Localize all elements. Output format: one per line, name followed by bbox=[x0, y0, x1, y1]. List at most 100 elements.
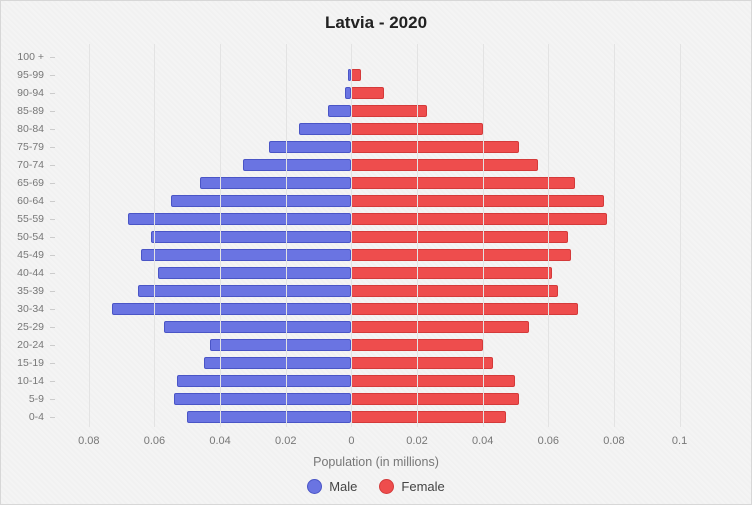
y-tick-label: 35-39 bbox=[17, 285, 44, 297]
age-row: 75-79 bbox=[56, 138, 696, 156]
x-tick-label: 0 bbox=[348, 435, 354, 447]
y-tick-label: 85-89 bbox=[17, 105, 44, 117]
male-bar bbox=[210, 339, 351, 351]
y-tick-label: 100 + bbox=[17, 51, 44, 63]
gridline bbox=[220, 44, 221, 427]
female-bar bbox=[351, 159, 538, 171]
chart-container: Latvia - 2020 100 +95-9990-9485-8980-847… bbox=[0, 0, 752, 505]
y-tick bbox=[50, 309, 55, 310]
age-row: 80-84 bbox=[56, 120, 696, 138]
y-tick bbox=[50, 165, 55, 166]
x-tick-label: 0.1 bbox=[672, 435, 687, 447]
female-bar bbox=[351, 195, 604, 207]
y-tick-label: 5-9 bbox=[29, 393, 44, 405]
male-swatch-icon bbox=[307, 479, 322, 494]
y-tick-label: 25-29 bbox=[17, 321, 44, 333]
y-tick bbox=[50, 93, 55, 94]
plot-area: 100 +95-9990-9485-8980-8475-7970-7465-69… bbox=[56, 43, 696, 451]
female-bar bbox=[351, 249, 571, 261]
gridline bbox=[680, 44, 681, 427]
gridline bbox=[548, 44, 549, 427]
x-tick-label: 0.04 bbox=[472, 435, 493, 447]
age-row: 30-34 bbox=[56, 300, 696, 318]
y-tick bbox=[50, 111, 55, 112]
legend-item-female: Female bbox=[379, 479, 444, 494]
age-row: 40-44 bbox=[56, 264, 696, 282]
female-bar bbox=[351, 231, 568, 243]
age-row: 95-99 bbox=[56, 66, 696, 84]
age-row: 45-49 bbox=[56, 246, 696, 264]
y-tick bbox=[50, 237, 55, 238]
x-tick-label: 0.06 bbox=[144, 435, 165, 447]
male-bar bbox=[200, 177, 351, 189]
y-tick bbox=[50, 399, 55, 400]
y-tick bbox=[50, 327, 55, 328]
age-row: 65-69 bbox=[56, 174, 696, 192]
male-bar bbox=[299, 123, 352, 135]
age-row: 5-9 bbox=[56, 390, 696, 408]
y-tick-label: 95-99 bbox=[17, 69, 44, 81]
age-row: 55-59 bbox=[56, 210, 696, 228]
y-tick-label: 90-94 bbox=[17, 87, 44, 99]
legend-male-label: Male bbox=[329, 479, 357, 494]
y-tick bbox=[50, 129, 55, 130]
x-tick-label: 0.02 bbox=[406, 435, 427, 447]
female-bar bbox=[351, 321, 528, 333]
male-bar bbox=[174, 393, 351, 405]
male-bar bbox=[112, 303, 352, 315]
x-tick-label: 0.08 bbox=[78, 435, 99, 447]
gridline bbox=[351, 44, 352, 427]
gridline bbox=[89, 44, 90, 427]
age-row: 100 + bbox=[56, 48, 696, 66]
female-swatch-icon bbox=[379, 479, 394, 494]
female-bar bbox=[351, 141, 518, 153]
male-bar bbox=[243, 159, 351, 171]
y-tick bbox=[50, 201, 55, 202]
female-bar bbox=[351, 285, 558, 297]
gridline bbox=[483, 44, 484, 427]
y-tick bbox=[50, 381, 55, 382]
female-bar bbox=[351, 69, 361, 81]
y-tick bbox=[50, 75, 55, 76]
age-row: 0-4 bbox=[56, 408, 696, 426]
age-row: 60-64 bbox=[56, 192, 696, 210]
y-tick bbox=[50, 363, 55, 364]
age-row: 90-94 bbox=[56, 84, 696, 102]
gridline bbox=[286, 44, 287, 427]
x-tick-label: 0.02 bbox=[275, 435, 296, 447]
y-tick bbox=[50, 273, 55, 274]
y-tick-label: 75-79 bbox=[17, 141, 44, 153]
x-tick-label: 0.04 bbox=[209, 435, 230, 447]
male-bar bbox=[269, 141, 351, 153]
y-tick-label: 80-84 bbox=[17, 123, 44, 135]
y-tick bbox=[50, 345, 55, 346]
x-tick-label: 0.08 bbox=[603, 435, 624, 447]
female-bar bbox=[351, 303, 577, 315]
female-bar bbox=[351, 105, 426, 117]
y-tick bbox=[50, 417, 55, 418]
x-axis-title: Population (in millions) bbox=[25, 455, 727, 469]
female-bar bbox=[351, 213, 607, 225]
female-bar bbox=[351, 267, 551, 279]
age-row: 35-39 bbox=[56, 282, 696, 300]
y-tick-label: 15-19 bbox=[17, 357, 44, 369]
y-tick-label: 20-24 bbox=[17, 339, 44, 351]
gridline bbox=[417, 44, 418, 427]
age-row: 50-54 bbox=[56, 228, 696, 246]
age-row: 15-19 bbox=[56, 354, 696, 372]
age-row: 25-29 bbox=[56, 318, 696, 336]
chart-title: Latvia - 2020 bbox=[25, 13, 727, 33]
female-bar bbox=[351, 357, 492, 369]
y-tick-label: 45-49 bbox=[17, 249, 44, 261]
gridline bbox=[154, 44, 155, 427]
male-bar bbox=[138, 285, 351, 297]
y-tick-label: 40-44 bbox=[17, 267, 44, 279]
y-tick-label: 55-59 bbox=[17, 213, 44, 225]
male-bar bbox=[171, 195, 352, 207]
y-tick-label: 60-64 bbox=[17, 195, 44, 207]
y-tick-label: 50-54 bbox=[17, 231, 44, 243]
age-row: 10-14 bbox=[56, 372, 696, 390]
y-tick bbox=[50, 255, 55, 256]
female-bar bbox=[351, 393, 518, 405]
legend-female-label: Female bbox=[401, 479, 444, 494]
